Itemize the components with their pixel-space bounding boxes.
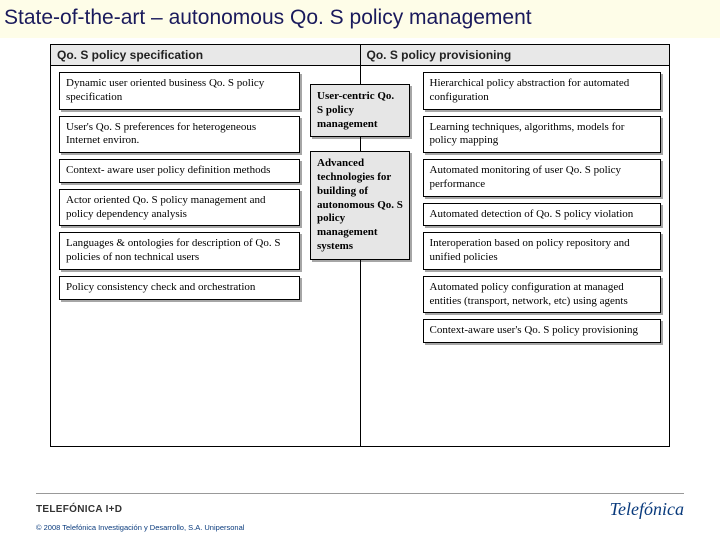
right-box: Interoperation based on policy repositor… [423, 232, 662, 270]
title-bar: State-of-the-art – autonomous Qo. S poli… [0, 0, 720, 38]
center-box: Advanced technologies for building of au… [310, 151, 410, 259]
right-box: Learning techniques, algorithms, models … [423, 116, 662, 154]
page-title: State-of-the-art – autonomous Qo. S poli… [4, 6, 716, 30]
right-box: Automated policy configuration at manage… [423, 276, 662, 314]
left-box: Languages & ontologies for description o… [59, 232, 300, 270]
footer-copyright: © 2008 Telefónica Investigación y Desarr… [36, 523, 684, 532]
left-box: User's Qo. S preferences for heterogeneo… [59, 116, 300, 154]
footer: TELEFÓNICA I+D Telefónica © 2008 Telefón… [36, 493, 684, 532]
right-box: Context-aware user's Qo. S policy provis… [423, 319, 662, 343]
right-column-header: Qo. S policy provisioning [361, 45, 670, 66]
center-box: User-centric Qo. S policy management [310, 84, 410, 137]
diagram-outer: Qo. S policy specification Dynamic user … [50, 44, 670, 447]
left-box: Dynamic user oriented business Qo. S pol… [59, 72, 300, 110]
right-box: Automated detection of Qo. S policy viol… [423, 203, 662, 227]
footer-row: TELEFÓNICA I+D Telefónica [36, 499, 684, 520]
left-box: Policy consistency check and orchestrati… [59, 276, 300, 300]
footer-company-name: TELEFÓNICA I+D [36, 504, 122, 515]
telefonica-logo: Telefónica [610, 499, 684, 520]
center-column: User-centric Qo. S policy management Adv… [310, 84, 410, 260]
left-box: Context- aware user policy definition me… [59, 159, 300, 183]
right-box: Automated monitoring of user Qo. S polic… [423, 159, 662, 197]
left-box: Actor oriented Qo. S policy management a… [59, 189, 300, 227]
footer-divider [36, 493, 684, 494]
right-box: Hierarchical policy abstraction for auto… [423, 72, 662, 110]
diagram-container: Qo. S policy specification Dynamic user … [0, 38, 720, 447]
left-column-header: Qo. S policy specification [51, 45, 360, 66]
